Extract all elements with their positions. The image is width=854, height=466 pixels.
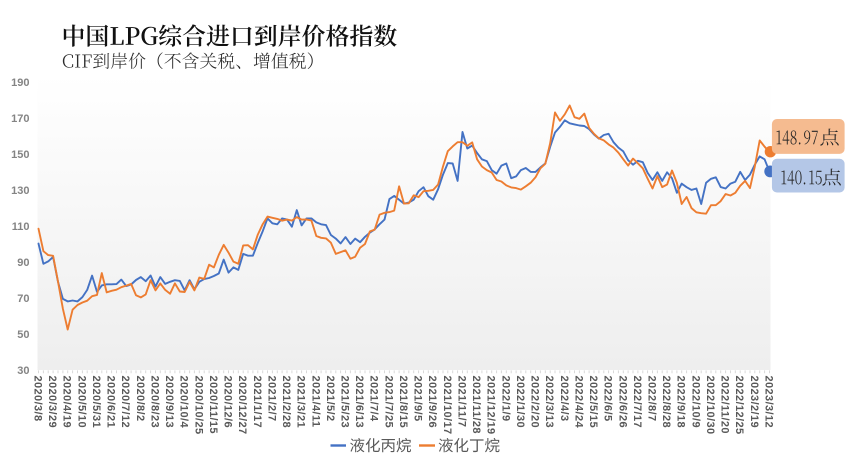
svg-text:2022/12/25: 2022/12/25 (733, 376, 745, 435)
svg-text:2020/4/19: 2020/4/19 (61, 376, 73, 429)
svg-text:2021/5/23: 2021/5/23 (339, 376, 351, 429)
svg-text:2020/8/23: 2020/8/23 (149, 376, 161, 429)
svg-text:2020/10/25: 2020/10/25 (192, 376, 204, 435)
svg-text:150: 150 (11, 149, 29, 161)
svg-text:2023/3/12: 2023/3/12 (763, 376, 775, 429)
svg-text:2021/6/13: 2021/6/13 (353, 376, 365, 429)
svg-text:2022/11/20: 2022/11/20 (719, 376, 731, 434)
svg-text:2022/6/5: 2022/6/5 (602, 376, 614, 422)
svg-text:2020/12/27: 2020/12/27 (236, 376, 248, 435)
svg-text:2020/7/12: 2020/7/12 (119, 376, 131, 429)
svg-text:2022/2/20: 2022/2/20 (529, 376, 541, 429)
svg-text:2021/5/2: 2021/5/2 (324, 376, 336, 422)
svg-text:2022/8/7: 2022/8/7 (646, 376, 658, 422)
svg-text:2022/4/3: 2022/4/3 (558, 376, 570, 422)
svg-text:2021/8/15: 2021/8/15 (397, 376, 409, 429)
svg-text:2021/10/17: 2021/10/17 (441, 376, 453, 435)
svg-text:2022/4/24: 2022/4/24 (572, 376, 584, 429)
svg-text:2020/5/10: 2020/5/10 (75, 376, 87, 429)
svg-text:90: 90 (17, 257, 29, 269)
svg-text:2021/2/7: 2021/2/7 (265, 376, 277, 422)
svg-text:70: 70 (17, 293, 29, 305)
svg-text:190: 190 (11, 77, 29, 89)
svg-text:2022/3/13: 2022/3/13 (543, 376, 555, 429)
svg-text:2020/3/29: 2020/3/29 (46, 376, 58, 429)
svg-text:2021/12/19: 2021/12/19 (485, 376, 497, 435)
svg-text:2021/9/5: 2021/9/5 (412, 376, 424, 422)
svg-text:110: 110 (12, 221, 30, 233)
svg-text:2022/1/30: 2022/1/30 (514, 376, 526, 429)
svg-text:2021/2/28: 2021/2/28 (280, 376, 292, 429)
svg-text:2020/3/8: 2020/3/8 (32, 376, 44, 422)
svg-text:2021/7/25: 2021/7/25 (382, 376, 394, 429)
svg-text:2020/6/21: 2020/6/21 (105, 376, 117, 429)
svg-text:2020/8/2: 2020/8/2 (134, 376, 146, 422)
svg-text:2020/12/6: 2020/12/6 (222, 376, 234, 429)
svg-text:170: 170 (11, 113, 29, 125)
svg-text:2021/4/11: 2021/4/11 (309, 376, 321, 428)
svg-text:50: 50 (17, 329, 29, 341)
svg-text:2023/2/19: 2023/2/19 (748, 376, 760, 429)
svg-text:2021/9/26: 2021/9/26 (426, 376, 438, 429)
svg-text:2022/6/26: 2022/6/26 (616, 376, 628, 429)
svg-text:2021/7/4: 2021/7/4 (368, 376, 380, 423)
svg-text:130: 130 (11, 185, 29, 197)
svg-text:2020/5/31: 2020/5/31 (90, 376, 102, 429)
svg-text:2020/11/15: 2020/11/15 (207, 376, 219, 434)
svg-text:2021/1/17: 2021/1/17 (251, 376, 263, 429)
svg-text:2022/10/9: 2022/10/9 (689, 376, 701, 429)
svg-text:2021/11/28: 2021/11/28 (470, 376, 482, 434)
svg-text:2022/9/18: 2022/9/18 (675, 376, 687, 429)
svg-text:2022/1/9: 2022/1/9 (499, 376, 511, 422)
svg-text:2022/10/30: 2022/10/30 (704, 376, 716, 435)
svg-text:2021/3/21: 2021/3/21 (295, 376, 307, 429)
svg-text:2022/8/28: 2022/8/28 (660, 376, 672, 429)
svg-text:2020/9/13: 2020/9/13 (163, 376, 175, 429)
svg-text:30: 30 (17, 365, 29, 377)
svg-text:2022/7/17: 2022/7/17 (631, 376, 643, 429)
svg-text:2022/5/15: 2022/5/15 (587, 376, 599, 429)
svg-text:2021/11/7: 2021/11/7 (456, 376, 468, 428)
svg-text:2020/10/4: 2020/10/4 (178, 376, 190, 429)
